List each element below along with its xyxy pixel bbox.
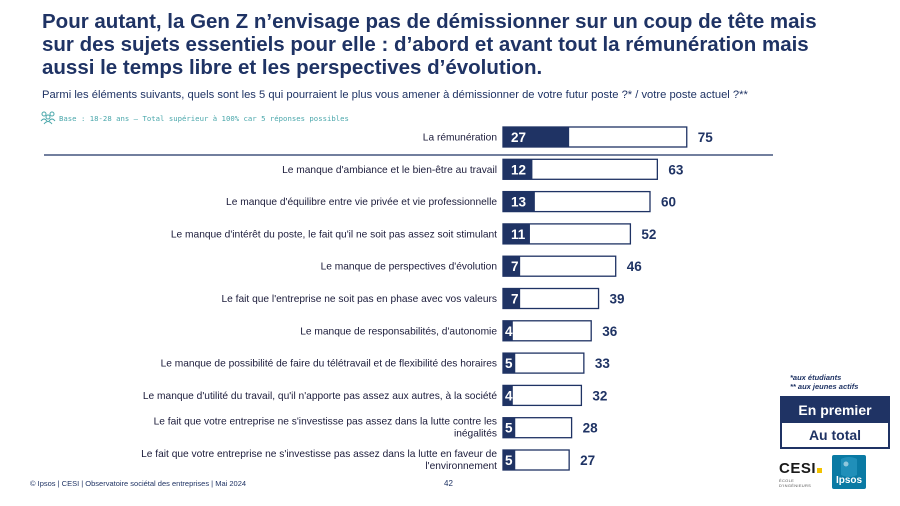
value-label-au-total: 39 — [610, 292, 625, 307]
cesi-logo: CESI ÉCOLE D'INGÉNIEURS — [779, 461, 827, 491]
value-label-au-total: 27 — [580, 453, 595, 468]
ipsos-logo: Ipsos — [832, 455, 866, 489]
category-label: La rémunération — [423, 133, 497, 144]
bar-en-premier — [503, 159, 533, 180]
value-label-en-premier: 7 — [511, 259, 519, 274]
bar-en-premier — [503, 353, 516, 374]
value-label-au-total: 28 — [583, 421, 599, 436]
value-label-en-premier: 12 — [511, 162, 526, 177]
page-title: Pour autant, la Gen Z n’envisage pas de … — [42, 10, 862, 79]
bar-en-premier — [503, 127, 570, 147]
legend-en-premier: En premier — [782, 398, 888, 422]
value-label-en-premier: 7 — [511, 292, 519, 307]
value-label-en-premier: 5 — [505, 453, 513, 468]
bar-en-premier — [503, 223, 530, 244]
cesi-logo-dot — [817, 468, 823, 473]
value-label-au-total: 63 — [668, 162, 684, 177]
chart-legend: En premier Au total — [780, 396, 890, 449]
value-label-au-total: 32 — [592, 388, 607, 403]
base-note: Base : 18-28 ans – Total supérieur à 100… — [40, 111, 349, 125]
category-label: Le manque d'ambiance et le bien-être au … — [282, 165, 497, 176]
category-label: Le manque de responsabilités, d'autonomi… — [300, 326, 497, 337]
ipsos-logo-word: Ipsos — [835, 475, 863, 486]
value-label-en-premier: 5 — [505, 356, 513, 371]
value-label-au-total: 33 — [595, 356, 611, 371]
footnotes: *aux étudiants ** aux jeunes actifs — [790, 373, 858, 391]
value-label-au-total: 60 — [661, 195, 676, 210]
category-label: Le manque d'utilité du travail, qu'il n'… — [143, 391, 497, 402]
survey-question: Parmi les éléments suivants, quels sont … — [42, 89, 748, 101]
value-label-en-premier: 4 — [505, 388, 513, 403]
bar-au-total — [502, 320, 592, 342]
category-label: Le manque d'intérêt du poste, le fait qu… — [171, 229, 497, 240]
ipsos-logo-shape — [841, 457, 857, 477]
value-label-en-premier: 5 — [505, 421, 513, 436]
cesi-logo-subtitle: ÉCOLE D'INGÉNIEURS — [779, 478, 812, 488]
footnote-students: *aux étudiants — [790, 373, 842, 382]
legend-au-total: Au total — [782, 422, 888, 447]
value-label-en-premier: 27 — [511, 130, 526, 145]
bar-en-premier — [503, 256, 521, 277]
cesi-logo-word: CESI — [779, 460, 817, 477]
category-label: Le manque de possibilité de faire du tél… — [161, 359, 497, 370]
footer-source: © Ipsos | CESI | Observatoire sociétal d… — [30, 479, 247, 488]
category-label: Le fait que l'entreprise ne soit pas en … — [222, 294, 497, 305]
bar-au-total — [502, 384, 583, 407]
bar-en-premier — [503, 417, 516, 438]
footnote-young-workers: ** aux jeunes actifs — [790, 382, 859, 391]
bar-en-premier — [503, 191, 535, 212]
value-label-au-total: 46 — [627, 259, 643, 274]
page-number: 42 — [444, 479, 453, 488]
value-label-en-premier: 4 — [505, 324, 513, 339]
bar-en-premier — [503, 450, 516, 470]
value-label-au-total: 75 — [698, 130, 714, 145]
base-note-text: Base : 18-28 ans – Total supérieur à 100… — [59, 113, 349, 123]
category-label: Le fait que votre entreprise ne s'invest… — [154, 417, 497, 440]
category-label: Le manque de perspectives d'évolution — [321, 262, 497, 273]
category-label: Le fait que votre entreprise ne s'invest… — [141, 449, 497, 472]
people-icon — [40, 111, 56, 125]
bar-en-premier — [503, 385, 513, 406]
value-label-au-total: 36 — [602, 324, 618, 339]
value-label-en-premier: 11 — [511, 227, 526, 242]
category-label: Le manque d'équilibre entre vie privée e… — [226, 197, 497, 208]
value-label-en-premier: 13 — [511, 195, 527, 210]
title-line-3: aussi le temps libre et les perspectives… — [42, 56, 543, 79]
title-line-2: sur des sujets essentiels pour elle : d’… — [42, 33, 809, 56]
bar-en-premier — [503, 288, 521, 309]
title-line-1: Pour autant, la Gen Z n’envisage pas de … — [42, 10, 817, 33]
value-label-au-total: 52 — [641, 227, 656, 242]
bar-en-premier — [503, 320, 513, 341]
